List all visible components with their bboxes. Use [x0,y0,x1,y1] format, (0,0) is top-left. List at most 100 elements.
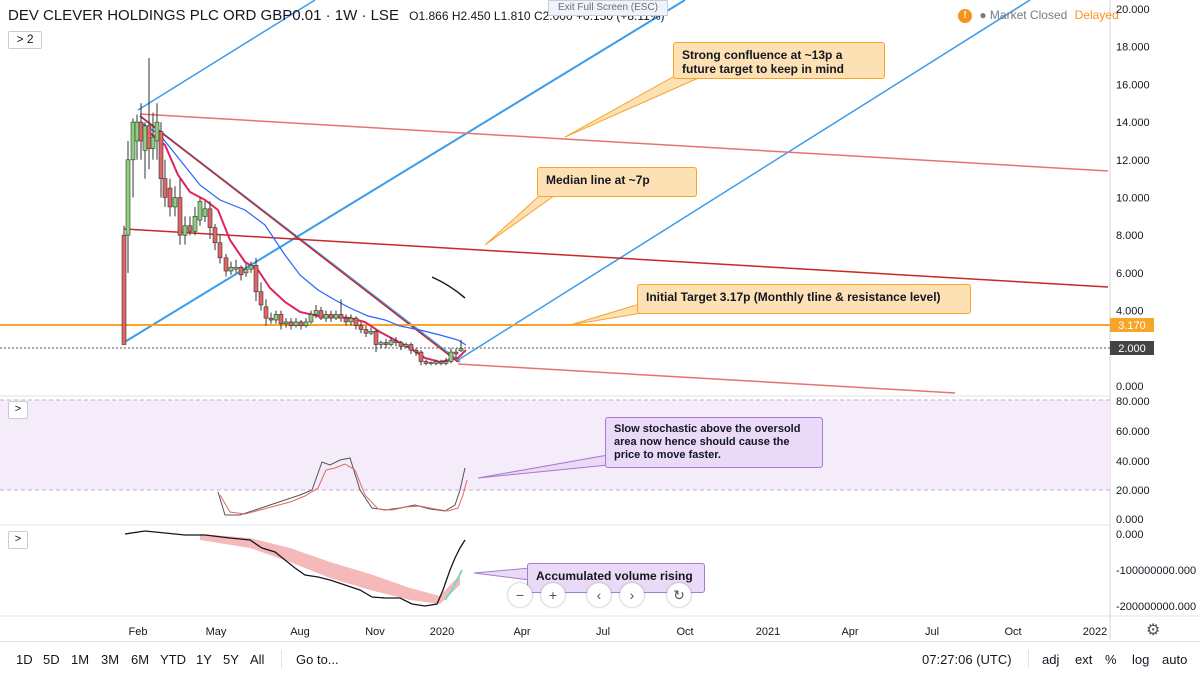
candle[interactable] [288,318,294,330]
candle[interactable] [328,310,334,322]
candle[interactable] [433,359,439,366]
reset-chart-button[interactable]: ↻ [667,583,691,607]
candle[interactable] [177,178,183,245]
candle[interactable] [313,304,319,319]
candle[interactable] [428,361,434,366]
candle[interactable] [154,103,160,160]
candle[interactable] [283,318,289,328]
candle[interactable] [273,310,279,324]
candle[interactable] [343,314,349,326]
toggle-adj[interactable]: adj [1042,652,1060,667]
candle[interactable] [268,312,274,324]
pitchfork-median-line[interactable] [122,0,686,344]
candle[interactable] [378,340,384,349]
timeframe-ytd[interactable]: YTD [160,652,186,667]
candle[interactable] [187,216,193,236]
candle[interactable] [278,310,284,330]
symbol-title[interactable]: DEV CLEVER HOLDINGS PLC ORD GBP0.01 · 1W… [8,7,399,24]
timeframe-1d[interactable]: 1D [16,652,33,667]
candle[interactable] [398,340,404,351]
candle[interactable] [408,342,414,354]
candle[interactable] [393,336,399,347]
candle[interactable] [202,201,208,223]
candle[interactable] [192,206,198,236]
candlestick-series[interactable] [0,0,1110,396]
candle[interactable] [303,318,309,328]
zoom-in-button[interactable]: + [541,583,565,607]
zoom-out-button[interactable]: − [508,583,532,607]
candle[interactable] [248,261,254,273]
series-toggle-button[interactable]: > 2 [8,31,42,49]
toggle-ext[interactable]: ext [1075,652,1093,667]
candle[interactable] [363,325,369,337]
candle[interactable] [197,197,203,226]
time-axis[interactable]: Feb May Aug Nov 2020 Apr Jul Oct 2021 Apr Jul Oct 20… [0,619,1110,643]
candle[interactable] [150,112,156,160]
candle[interactable] [258,282,264,311]
downtrend-line-red[interactable] [139,115,459,363]
candle[interactable] [383,338,389,349]
candle[interactable] [403,342,409,349]
callout-stochastic[interactable]: Slow stochastic above the oversold area … [605,417,823,468]
candle[interactable] [423,359,429,366]
toggle-log[interactable]: log [1132,652,1150,667]
timeframe-all[interactable]: All [250,652,265,667]
callout-median[interactable]: Median line at ~7p [537,167,697,197]
candle[interactable] [233,259,239,273]
candle[interactable] [125,140,131,273]
pitchfork-lower[interactable] [457,0,1031,361]
candle[interactable] [348,314,354,326]
candle[interactable] [358,321,364,334]
candle[interactable] [438,359,444,366]
candle[interactable] [146,58,152,170]
candle[interactable] [253,257,259,302]
red-channel-top[interactable] [139,113,1109,172]
candle[interactable] [162,159,168,207]
volume-pane-toggle[interactable]: > [8,531,28,549]
candle[interactable] [130,118,136,198]
candle[interactable] [207,201,213,239]
candle[interactable] [413,348,419,356]
candle[interactable] [142,122,148,179]
candle[interactable] [243,263,249,277]
candle[interactable] [238,265,244,281]
candle[interactable] [263,299,269,326]
goto-button[interactable]: Go to... [296,652,339,667]
candle[interactable] [338,299,344,322]
candle[interactable] [228,261,234,275]
candle[interactable] [121,225,127,345]
candle[interactable] [448,348,454,364]
timeframe-1y[interactable]: 1Y [196,652,212,667]
candle[interactable] [298,320,304,330]
candle[interactable] [217,235,223,264]
pitchfork-upper[interactable] [137,0,316,111]
exit-fullscreen-button[interactable]: Exit Full Screen (ESC) [548,0,668,16]
drawing-arc[interactable] [431,276,466,299]
candle[interactable] [373,329,379,353]
timeframe-5y[interactable]: 5Y [223,652,239,667]
red-median-line[interactable] [123,228,1109,288]
candle[interactable] [418,350,424,366]
candle[interactable] [212,223,218,251]
toggle-percent[interactable]: % [1105,652,1117,667]
candle[interactable] [182,216,188,245]
scroll-back-button[interactable]: ‹ [587,583,611,607]
candle[interactable] [368,327,374,336]
utc-clock[interactable]: 07:27:06 (UTC) [922,652,1012,667]
candle[interactable] [458,339,464,352]
timeframe-3m[interactable]: 3M [101,652,120,667]
candle[interactable] [318,306,324,321]
candle[interactable] [443,357,449,366]
stoch-pane-toggle[interactable]: > [8,401,28,419]
candle[interactable] [388,336,394,347]
settings-gear-icon[interactable]: ⚙ [1146,622,1161,639]
candle[interactable] [323,310,329,322]
candle[interactable] [308,310,314,324]
candle[interactable] [138,103,144,160]
scroll-forward-button[interactable]: › [620,583,644,607]
warning-icon[interactable]: ! [958,8,972,23]
candle[interactable] [158,122,164,198]
candle[interactable] [167,178,173,217]
price-axis[interactable]: 20.000 18.000 16.000 14.000 12.000 10.000 8.00… [1110,0,1200,640]
